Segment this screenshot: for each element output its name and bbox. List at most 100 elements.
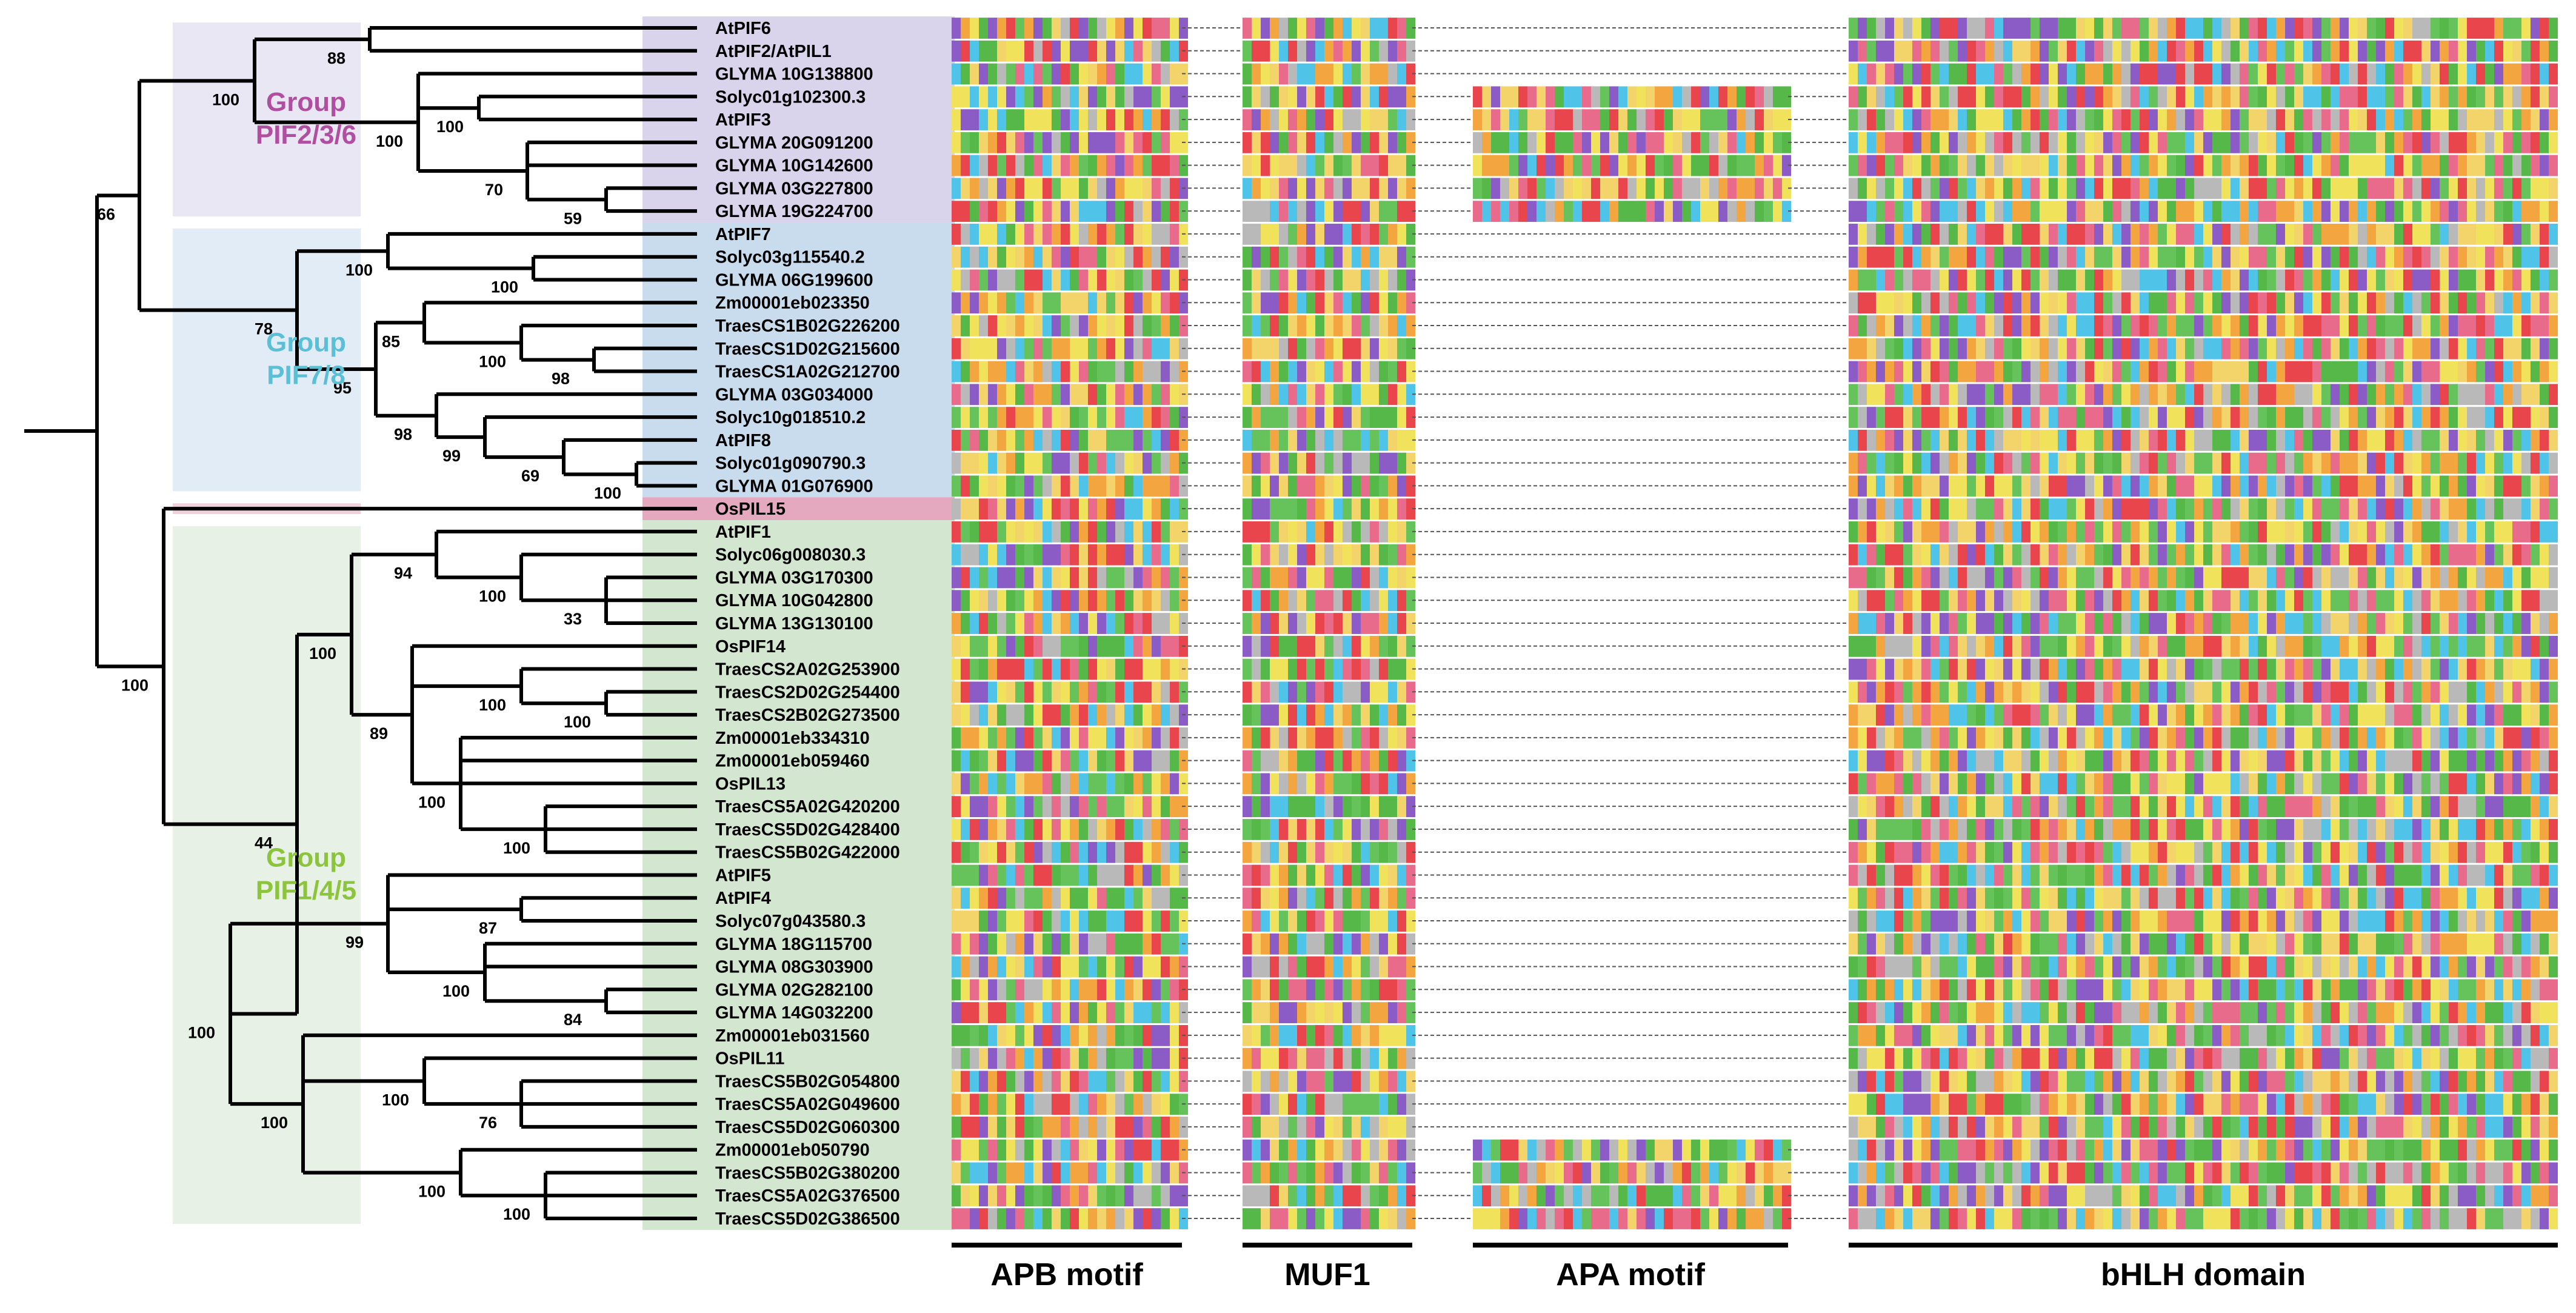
residue [2412,86,2421,108]
residue [2149,178,2158,199]
residue [2431,407,2440,428]
residue [2167,86,2176,108]
residue [1115,201,1124,222]
residue [2412,658,2421,680]
residue [2121,40,2131,62]
residue [2131,361,2140,383]
residue [952,384,961,406]
residue [1976,201,1985,222]
bootstrap-label: 98 [552,370,570,388]
residue [1052,796,1061,818]
residue [988,429,997,451]
residue [1033,635,1043,657]
residue [2094,498,2103,520]
residue [1876,86,1885,108]
residue [1015,544,1024,566]
residue [2049,63,2058,85]
residue [2385,224,2394,245]
residue [2376,201,2385,222]
residue [1903,658,1912,680]
residue [2131,269,2140,291]
residue [952,269,961,291]
residue [2194,773,2203,795]
residue [2194,796,2203,818]
residue [970,590,979,612]
residue [1352,773,1361,795]
residue [1279,521,1288,543]
residue [2521,590,2531,612]
residue [2221,384,2231,406]
residue [2167,429,2176,451]
residue [1388,796,1397,818]
residue [2112,773,2121,795]
residue [1388,635,1397,657]
residue [2421,315,2431,336]
residue [1967,635,1976,657]
residue [1033,773,1043,795]
residue [2531,315,2540,336]
residue [1976,315,1985,336]
residue [1691,109,1700,130]
residue [1352,407,1361,428]
residue [1161,63,1170,85]
residue [1170,109,1179,130]
residue [2349,658,2358,680]
residue [2112,407,2121,428]
group-label: PIF7/8 [267,361,345,390]
residue [1261,796,1270,818]
residue [2494,521,2503,543]
residue [2121,498,2131,520]
residue [952,429,961,451]
residue [2521,201,2531,222]
residue [1867,361,1876,383]
residue [1024,590,1033,612]
residue [1324,429,1333,451]
residue [2030,819,2040,840]
residue [2494,246,2503,268]
residue [1976,269,1985,291]
residue [1052,63,1061,85]
residue [2231,224,2240,245]
residue [2003,704,2012,726]
bootstrap-label: 69 [521,467,539,485]
residue [1143,819,1152,840]
residue [1015,681,1024,703]
residue [1940,132,1949,153]
residue [2258,521,2267,543]
residue [2385,384,2394,406]
residue [1967,773,1976,795]
residue [2221,819,2231,840]
residue [1967,590,1976,612]
residue [2185,132,2194,153]
residue [1994,544,2003,566]
residue [1885,658,1894,680]
residue [2294,63,2303,85]
residue [1994,498,2003,520]
residue [1306,750,1315,772]
residue [1673,132,1682,153]
residue [1043,63,1052,85]
residue [2485,544,2494,566]
residue [2167,727,2176,749]
residue [1858,63,1867,85]
residue [1655,86,1664,108]
residue [2240,201,2249,222]
residue [1527,155,1537,176]
residue [2140,246,2149,268]
residue [970,269,979,291]
residue [1115,796,1124,818]
residue [2403,361,2412,383]
residue [2549,269,2558,291]
residue [2331,109,2340,130]
residue [2176,452,2185,474]
residue [1106,681,1115,703]
residue [2421,86,2431,108]
residue [2158,269,2167,291]
residue [1088,292,1097,314]
residue [1070,590,1079,612]
residue [1352,635,1361,657]
residue [2140,727,2149,749]
residue [2385,567,2394,589]
residue [2131,246,2140,268]
residue [1876,567,1885,589]
